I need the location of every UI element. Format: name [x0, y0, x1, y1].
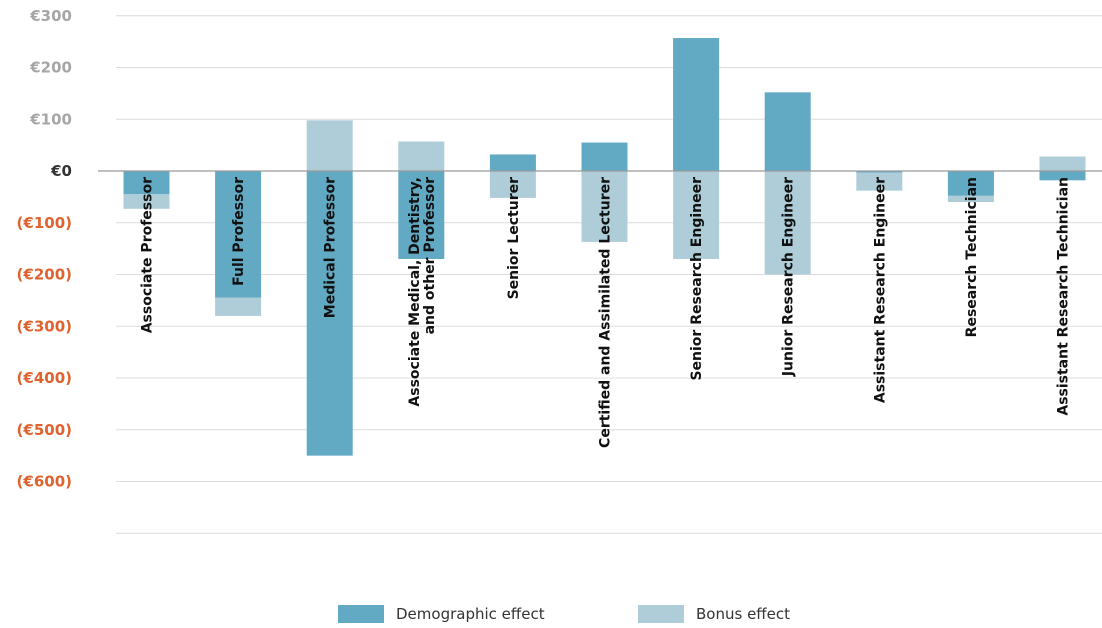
bar-bonus — [215, 297, 262, 316]
y-tick-label: €300 — [29, 7, 72, 25]
bar-bonus — [306, 120, 353, 171]
gridlines — [116, 15, 1102, 534]
legend-label-demographic: Demographic effect — [396, 605, 545, 623]
legend-label-bonus: Bonus effect — [696, 605, 790, 623]
bar-bonus — [123, 194, 170, 209]
legend-swatch-bonus — [638, 605, 684, 623]
bar-demographic — [398, 171, 445, 259]
bar-bonus — [1039, 156, 1086, 171]
bar-demographic — [947, 171, 994, 196]
y-tick-label: (€100) — [17, 214, 72, 232]
bar-demographic — [581, 142, 628, 171]
bar-bonus — [398, 141, 445, 171]
y-tick-label: (€400) — [17, 369, 72, 387]
bar-bonus — [764, 171, 811, 275]
category-labels: Associate Professor Full Professor Medical… — [140, 177, 1072, 448]
bar-bonus — [673, 171, 720, 259]
category-label: Assistant Research Technician — [1056, 177, 1072, 416]
bar-demographic — [306, 171, 353, 456]
legend: Demographic effect Bonus effect — [338, 605, 790, 623]
legend-swatch-demographic — [338, 605, 384, 623]
bar-demographic — [673, 38, 720, 171]
bar-bonus — [581, 171, 628, 242]
category-label: Full Professor — [231, 177, 247, 286]
y-tick-label: (€200) — [17, 266, 72, 284]
y-tick-label: €200 — [29, 59, 72, 77]
y-tick-label: (€500) — [17, 421, 72, 439]
bar-demographic — [123, 171, 170, 195]
bar-bonus — [856, 172, 903, 191]
y-tick-label: (€300) — [17, 317, 72, 335]
category-label: Assistant Research Engineer — [872, 177, 888, 403]
y-axis-tick-labels: €300 €200 €100 €0 (€100) (€200) (€300) (€400) (€… — [17, 7, 72, 491]
bar-demographic — [489, 154, 536, 171]
bar-bonus — [947, 195, 994, 203]
category-label: Senior Research Engineer — [689, 177, 705, 381]
y-tick-label: €100 — [29, 110, 72, 128]
category-label: Research Technician — [964, 177, 980, 337]
y-tick-label: (€600) — [17, 473, 72, 491]
bar-demographic — [215, 171, 262, 298]
bar-bonus — [489, 171, 536, 198]
category-label: Senior Lecturer — [506, 177, 522, 300]
bars — [123, 38, 1086, 456]
category-label: Associate Medical, Dentistry,and other P… — [407, 177, 438, 407]
bar-demographic — [764, 92, 811, 171]
bar-demographic — [856, 171, 903, 173]
category-label: Associate Professor — [140, 177, 156, 333]
category-label: Medical Professor — [323, 177, 339, 318]
bar-demographic — [1039, 171, 1086, 181]
category-label: Certified and Assimilated Lecturer — [598, 177, 614, 448]
category-label: Junior Research Engineer — [781, 177, 797, 377]
y-tick-label: €0 — [50, 162, 72, 180]
